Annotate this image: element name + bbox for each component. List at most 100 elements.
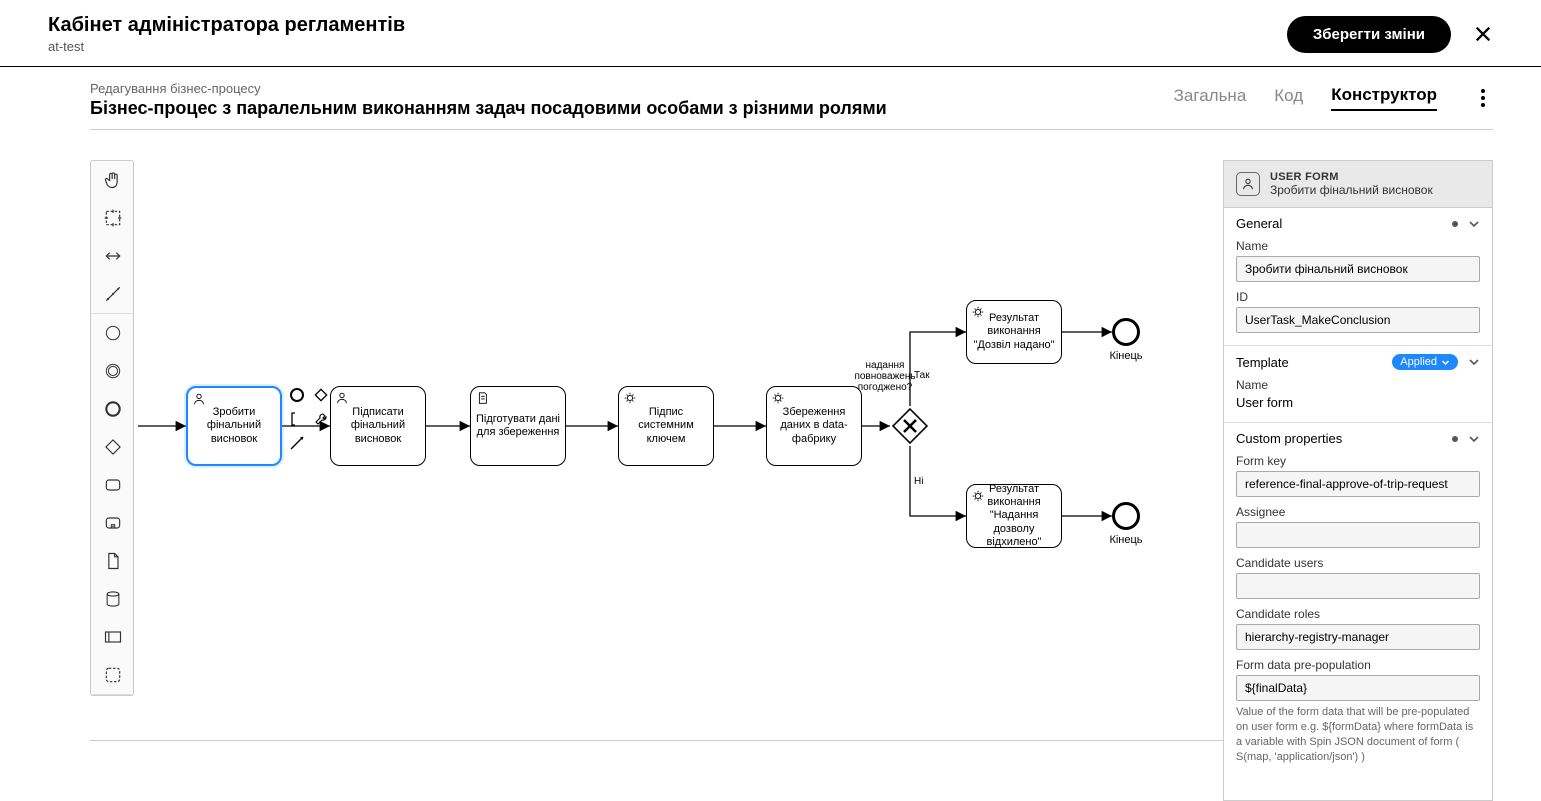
service-task-icon [971, 489, 985, 503]
field-candroles: Candidate roles [1236, 607, 1480, 650]
prepop-help: Value of the form data that will be pre-… [1236, 705, 1480, 764]
field-prepop: Form data pre-population Value of the fo… [1236, 658, 1480, 764]
gateway-label: надання повноважень погоджено? [850, 360, 920, 393]
header-right: Зберегти зміни [1287, 16, 1493, 53]
section-general-title: General [1236, 216, 1282, 231]
chevron-down-icon [1468, 218, 1480, 230]
prepop-input[interactable] [1236, 675, 1480, 701]
ctx-gateway-icon[interactable] [312, 386, 330, 404]
field-template-name: Name User form [1236, 378, 1480, 410]
lasso-tool-icon[interactable] [91, 199, 135, 237]
task-label: Підпис системним ключем [623, 406, 709, 446]
template-name-label: Name [1236, 378, 1480, 392]
participant-icon[interactable] [91, 618, 135, 656]
app-subtitle: at-test [48, 39, 405, 54]
ctx-end-event-icon[interactable] [288, 386, 306, 404]
subprocess-icon[interactable] [91, 504, 135, 542]
template-applied-chip[interactable]: Applied [1392, 354, 1458, 370]
save-button[interactable]: Зберегти зміни [1287, 16, 1451, 53]
candusers-input[interactable] [1236, 573, 1480, 599]
task-system-sign[interactable]: Підпис системним ключем [618, 386, 714, 466]
ctx-wrench-icon[interactable] [312, 410, 330, 428]
breadcrumb: Редагування бізнес-процесу [90, 81, 887, 96]
formkey-label: Form key [1236, 454, 1480, 468]
formkey-input[interactable] [1236, 471, 1480, 497]
subheader-divider [90, 129, 1493, 130]
candusers-label: Candidate users [1236, 556, 1480, 570]
service-task-icon [623, 391, 637, 405]
section-general: General Name ID [1224, 208, 1492, 346]
id-label: ID [1236, 290, 1480, 304]
props-header-text: USER FORM Зробити фінальний висновок [1270, 171, 1433, 197]
flow-yes-label: Так [914, 370, 930, 381]
connect-tool-icon[interactable] [91, 275, 135, 313]
assignee-input[interactable] [1236, 522, 1480, 548]
field-assignee: Assignee [1236, 505, 1480, 548]
chevron-down-icon [1441, 358, 1450, 367]
kebab-menu-icon[interactable] [1473, 89, 1493, 107]
section-general-header[interactable]: General [1236, 216, 1480, 231]
start-event-icon[interactable] [91, 314, 135, 352]
space-tool-icon[interactable] [91, 237, 135, 275]
end-label-rejected: Кінець [1106, 534, 1146, 546]
prepop-label: Form data pre-population [1236, 658, 1480, 672]
task-prepare-data[interactable]: Підготувати дані для збереження [470, 386, 566, 466]
data-store-icon[interactable] [91, 580, 135, 618]
section-template-title: Template [1236, 355, 1289, 370]
end-event-approved[interactable] [1112, 318, 1140, 346]
field-name: Name [1236, 239, 1480, 282]
task-result-rejected[interactable]: Результат виконання "Надання дозволу від… [966, 484, 1062, 548]
data-object-icon[interactable] [91, 542, 135, 580]
tabs: Загальна Код Конструктор [1174, 85, 1493, 111]
task-make-conclusion[interactable]: Зробити фінальний висновок [186, 386, 282, 466]
app-title: Кабінет адміністратора регламентів [48, 14, 405, 37]
ctx-annotation-icon[interactable] [288, 410, 306, 428]
gateway-icon[interactable] [91, 428, 135, 466]
props-type: USER FORM [1270, 171, 1433, 183]
candroles-label: Candidate roles [1236, 607, 1480, 621]
canvas-wrap: оту ні д орм [90, 160, 1223, 741]
main: оту ні д орм [90, 160, 1493, 801]
chevron-down-icon [1468, 356, 1480, 368]
group-icon[interactable] [91, 656, 135, 694]
user-task-icon [335, 391, 349, 405]
user-task-icon [192, 392, 206, 406]
end-label-approved: Кінець [1106, 350, 1146, 362]
ctx-connect-icon[interactable] [288, 434, 306, 452]
header-left: Кабінет адміністратора регламентів at-te… [48, 14, 405, 54]
task-label: Підготувати дані для збереження [475, 413, 561, 439]
task-label: Зробити фінальний висновок [192, 406, 276, 446]
task-save-data[interactable]: Збереження даних в data-фабрику [766, 386, 862, 466]
task-icon[interactable] [91, 466, 135, 504]
properties-panel: USER FORM Зробити фінальний висновок Gen… [1223, 160, 1493, 801]
tab-builder[interactable]: Конструктор [1331, 85, 1437, 111]
assignee-label: Assignee [1236, 505, 1480, 519]
end-event-icon[interactable] [91, 390, 135, 428]
section-template-header[interactable]: Template Applied [1236, 354, 1480, 370]
props-header: USER FORM Зробити фінальний висновок [1224, 161, 1492, 208]
hand-tool-icon[interactable] [91, 161, 135, 199]
props-title: Зробити фінальний висновок [1270, 183, 1433, 197]
intermediate-event-icon[interactable] [91, 352, 135, 390]
end-event-rejected[interactable] [1112, 502, 1140, 530]
app-header: Кабінет адміністратора регламентів at-te… [0, 0, 1541, 67]
close-icon[interactable] [1473, 24, 1493, 44]
chevron-down-icon [1468, 433, 1480, 445]
name-input[interactable] [1236, 256, 1480, 282]
dot-icon [1452, 221, 1458, 227]
task-sign-conclusion[interactable]: Підписати фінальний висновок [330, 386, 426, 466]
id-input[interactable] [1236, 307, 1480, 333]
candroles-input[interactable] [1236, 624, 1480, 650]
section-custom-title: Custom properties [1236, 431, 1342, 446]
task-label: Збереження даних в data-фабрику [771, 406, 857, 446]
section-custom-header[interactable]: Custom properties [1236, 431, 1480, 446]
task-label: Підписати фінальний висновок [335, 406, 421, 446]
task-result-approved[interactable]: Результат виконання "Дозвіл надано" [966, 300, 1062, 364]
tab-code[interactable]: Код [1274, 86, 1303, 110]
exclusive-gateway[interactable] [890, 406, 930, 446]
bpmn-palette [90, 160, 134, 696]
subheader: Редагування бізнес-процесу Бізнес-процес… [0, 67, 1541, 119]
tab-general[interactable]: Загальна [1174, 86, 1247, 110]
field-id: ID [1236, 290, 1480, 333]
bpmn-canvas[interactable]: оту ні д орм [90, 160, 1223, 740]
